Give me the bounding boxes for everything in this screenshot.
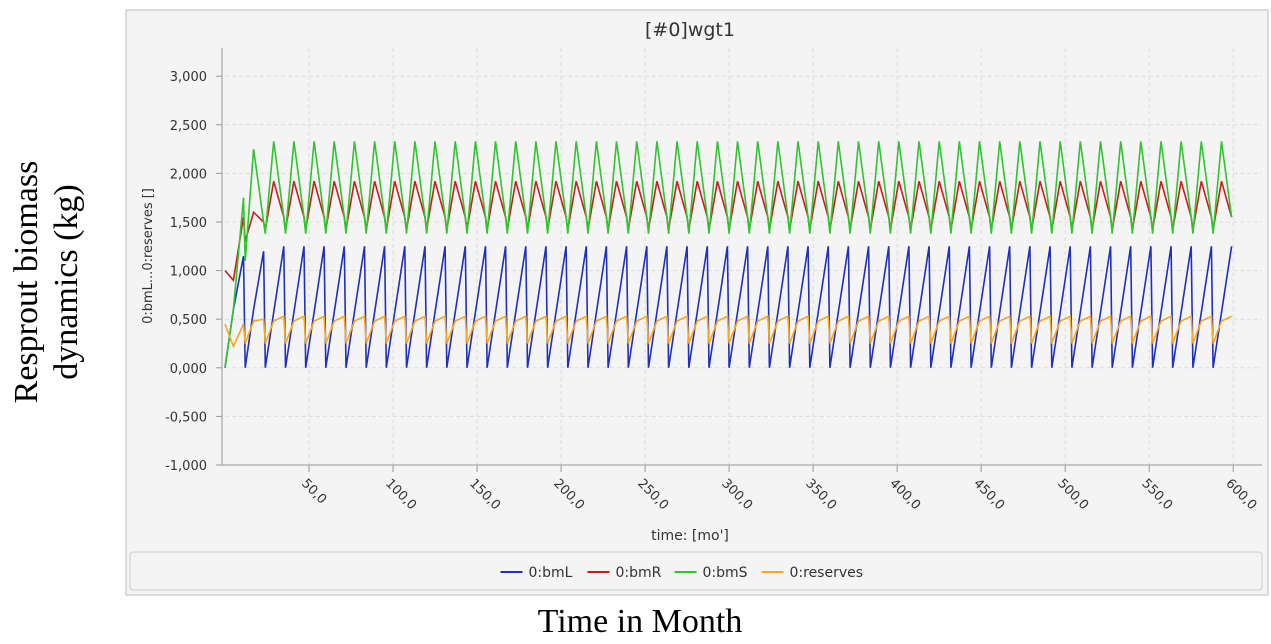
series-line <box>224 141 1233 368</box>
series-line <box>224 315 1232 349</box>
y-tick-label: 3,000 <box>170 70 207 85</box>
y-tick-label: -0,500 <box>165 410 207 425</box>
chart-title: [#0]wgt1 <box>645 19 735 41</box>
legend-label: 0:bmS <box>703 565 748 581</box>
y-tick-label: 2,000 <box>170 167 207 182</box>
outer-x-label: Time in Month <box>538 603 743 640</box>
legend-items: 0:bmL 0:bmR 0:bmS 0:reserves <box>500 565 864 581</box>
legend-label: 0:bmR <box>616 565 662 581</box>
legend-label: 0:reserves <box>790 565 864 581</box>
y-tick-label: 2,500 <box>170 119 207 134</box>
y-axis-label: 0:bmL...0:reserves [] <box>141 188 156 324</box>
y-tick-label: 1,500 <box>170 216 207 231</box>
series-line <box>224 246 1233 368</box>
y-tick-label: 0,000 <box>170 362 207 377</box>
legend-label: 0:bmL <box>529 565 573 581</box>
y-tick-label: -1,000 <box>165 459 207 474</box>
x-axis-label: time: [mo'] <box>651 528 729 544</box>
plot-area <box>225 48 1262 465</box>
outer-y-label: Resprout biomassdynamics (kg) <box>8 161 85 404</box>
y-tick-label: 1,000 <box>170 265 207 280</box>
lines <box>224 141 1233 368</box>
y-tick-label: 0,500 <box>170 313 207 328</box>
